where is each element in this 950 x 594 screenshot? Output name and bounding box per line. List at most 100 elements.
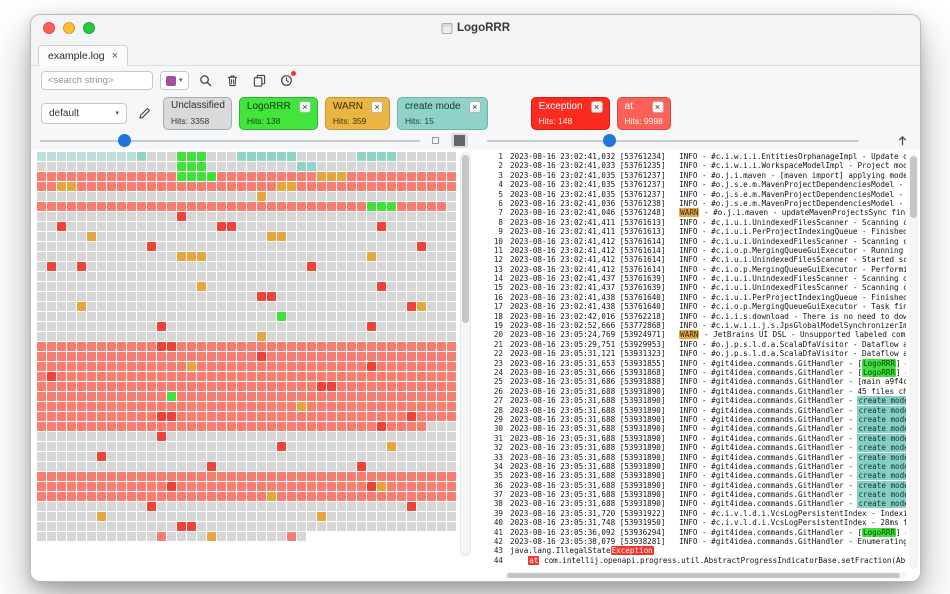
heatmap-cell[interactable] <box>57 372 66 381</box>
heatmap-cell[interactable] <box>117 312 126 321</box>
heatmap-cell[interactable] <box>217 492 226 501</box>
log-line[interactable]: 25 2023-08-16 23:05:31,686 [53931888] INF… <box>483 377 906 386</box>
heatmap-cell[interactable] <box>127 482 136 491</box>
heatmap-cell[interactable] <box>47 472 56 481</box>
heatmap-cell[interactable] <box>427 502 436 511</box>
heatmap-cell[interactable] <box>247 222 256 231</box>
heatmap-cell[interactable] <box>197 292 206 301</box>
heatmap-cell[interactable] <box>77 442 86 451</box>
heatmap-cell[interactable] <box>217 472 226 481</box>
heatmap-cell[interactable] <box>437 482 446 491</box>
heatmap-cell[interactable] <box>337 222 346 231</box>
heatmap-cell[interactable] <box>217 212 226 221</box>
heatmap-cell[interactable] <box>267 262 276 271</box>
heatmap-cell[interactable] <box>177 182 186 191</box>
heatmap-cell[interactable] <box>387 482 396 491</box>
heatmap-cell[interactable] <box>387 362 396 371</box>
heatmap-cell[interactable] <box>227 212 236 221</box>
heatmap-cell[interactable] <box>77 182 86 191</box>
heatmap-cell[interactable] <box>437 302 446 311</box>
heatmap-cell[interactable] <box>207 422 216 431</box>
heatmap-cell[interactable] <box>187 222 196 231</box>
heatmap-cell[interactable] <box>197 452 206 461</box>
heatmap-cell[interactable] <box>437 222 446 231</box>
heatmap-cell[interactable] <box>157 182 166 191</box>
heatmap-cell[interactable] <box>317 522 326 531</box>
heatmap-cell[interactable] <box>307 392 316 401</box>
heatmap-cell[interactable] <box>177 472 186 481</box>
heatmap-cell[interactable] <box>67 352 76 361</box>
heatmap-cell[interactable] <box>307 302 316 311</box>
heatmap-cell[interactable] <box>187 152 196 161</box>
heatmap-cell[interactable] <box>67 202 76 211</box>
heatmap-cell[interactable] <box>337 152 346 161</box>
heatmap-cell[interactable] <box>217 502 226 511</box>
heatmap-cell[interactable] <box>77 422 86 431</box>
heatmap-cell[interactable] <box>317 362 326 371</box>
heatmap-cell[interactable] <box>277 322 286 331</box>
heatmap-cell[interactable] <box>297 502 306 511</box>
heatmap-cell[interactable] <box>297 222 306 231</box>
heatmap-cell[interactable] <box>167 222 176 231</box>
heatmap-cell[interactable] <box>247 442 256 451</box>
heatmap-cell[interactable] <box>127 252 136 261</box>
heatmap-cell[interactable] <box>107 432 116 441</box>
heatmap-cell[interactable] <box>407 402 416 411</box>
heatmap-cell[interactable] <box>87 282 96 291</box>
heatmap-cell[interactable] <box>137 262 146 271</box>
filter-chip-logorrr[interactable]: LogoRRR × Hits: 138 <box>238 97 318 130</box>
heatmap-cell[interactable] <box>417 502 426 511</box>
heatmap-cell[interactable] <box>107 382 116 391</box>
log-line[interactable]: 14 2023-08-16 23:02:41,437 [53761639] INF… <box>483 274 906 283</box>
heatmap-cell[interactable] <box>57 362 66 371</box>
heatmap-cell[interactable] <box>387 352 396 361</box>
log-line[interactable]: 34 2023-08-16 23:05:31,688 [53931890] INF… <box>483 461 906 471</box>
heatmap-cell[interactable] <box>297 512 306 521</box>
heatmap-cell[interactable] <box>407 432 416 441</box>
minimize-button[interactable] <box>63 22 75 34</box>
heatmap-cell[interactable] <box>437 292 446 301</box>
heatmap-cell[interactable] <box>227 152 236 161</box>
heatmap-cell[interactable] <box>317 442 326 451</box>
heatmap-cell[interactable] <box>307 172 316 181</box>
heatmap-cell[interactable] <box>127 342 136 351</box>
heatmap-cell[interactable] <box>77 432 86 441</box>
heatmap-cell[interactable] <box>97 362 106 371</box>
heatmap-cell[interactable] <box>427 402 436 411</box>
heatmap-cell[interactable] <box>237 232 246 241</box>
heatmap-cell[interactable] <box>67 412 76 421</box>
heatmap-cell[interactable] <box>117 412 126 421</box>
heatmap-cell[interactable] <box>37 382 46 391</box>
heatmap-cell[interactable] <box>307 492 316 501</box>
heatmap-cell[interactable] <box>397 152 406 161</box>
heatmap-cell[interactable] <box>67 502 76 511</box>
heatmap-cell[interactable] <box>107 292 116 301</box>
heatmap-cell[interactable] <box>187 432 196 441</box>
heatmap-cell[interactable] <box>427 292 436 301</box>
heatmap-cell[interactable] <box>377 302 386 311</box>
heatmap-cell[interactable] <box>257 312 266 321</box>
heatmap-cell[interactable] <box>147 482 156 491</box>
heatmap-cell[interactable] <box>427 472 436 481</box>
heatmap-cell[interactable] <box>247 362 256 371</box>
heatmap-cell[interactable] <box>237 262 246 271</box>
heatmap-cell[interactable] <box>137 392 146 401</box>
heatmap-cell[interactable] <box>267 522 276 531</box>
heatmap-cell[interactable] <box>417 342 426 351</box>
heatmap-cell[interactable] <box>357 332 366 341</box>
log-line[interactable]: 38 2023-08-16 23:05:31,688 [53931890] INF… <box>483 499 906 509</box>
heatmap-cell[interactable] <box>187 312 196 321</box>
slider-track[interactable] <box>40 140 420 142</box>
heatmap-cell[interactable] <box>307 412 316 421</box>
heatmap-cell[interactable] <box>87 492 96 501</box>
heatmap-cell[interactable] <box>347 232 356 241</box>
heatmap-cell[interactable] <box>217 192 226 201</box>
heatmap-cell[interactable] <box>317 222 326 231</box>
heatmap-cell[interactable] <box>227 262 236 271</box>
heatmap-cell[interactable] <box>37 182 46 191</box>
heatmap-cell[interactable] <box>417 292 426 301</box>
search-input[interactable] <box>41 71 153 90</box>
heatmap-cell[interactable] <box>187 412 196 421</box>
heatmap-cell[interactable] <box>427 512 436 521</box>
heatmap-cell[interactable] <box>257 272 266 281</box>
